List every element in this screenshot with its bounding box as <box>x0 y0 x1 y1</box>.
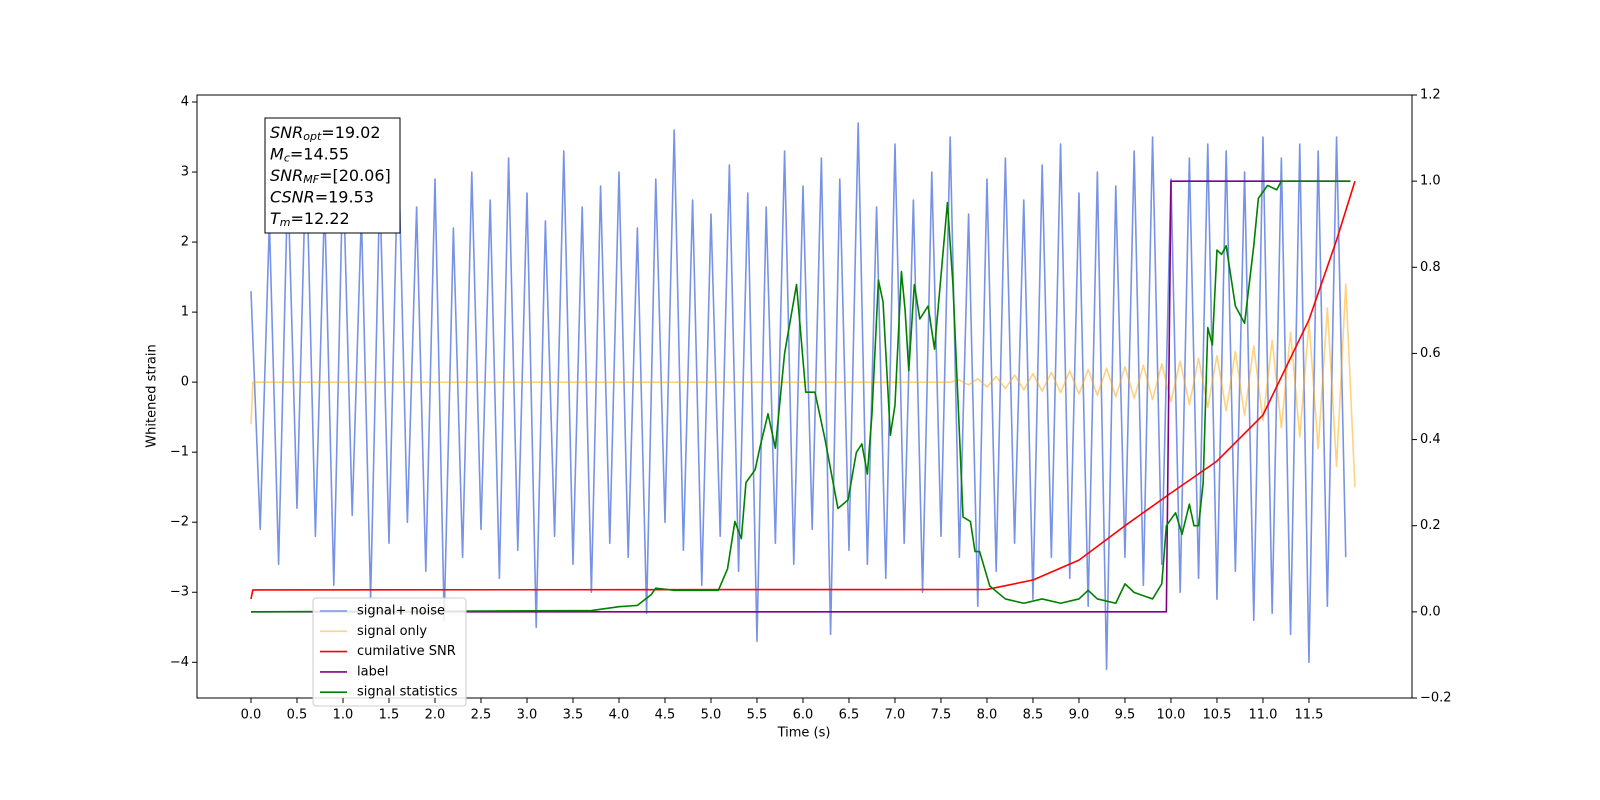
annotation-line: CSNR=19.53 <box>270 187 374 206</box>
y-tick-label: 2 <box>181 235 189 250</box>
annotation-subscript: MF <box>303 173 319 186</box>
x-tick-label: 2.0 <box>425 708 446 723</box>
x-tick-label: 5.5 <box>747 708 768 723</box>
x-tick-label: 7.5 <box>931 708 952 723</box>
annotation-value: =19.02 <box>321 123 380 142</box>
legend: signal+ noise signal only cumilative SNR la… <box>312 597 467 707</box>
y-tick-label: 4 <box>181 95 189 110</box>
x-tick-label: 10.5 <box>1202 708 1231 723</box>
plot-area <box>250 122 1356 671</box>
y2-tick-label: 0.2 <box>1420 518 1441 533</box>
y-tick-label: 1 <box>181 305 189 320</box>
y-tick-label: −3 <box>170 585 189 600</box>
series-line <box>251 180 1351 613</box>
y-axis-label: Whitened strain <box>145 344 160 447</box>
y2-tick-label: −0.2 <box>1420 691 1452 706</box>
series-line <box>250 122 1347 671</box>
x-tick-label: 9.5 <box>1115 708 1136 723</box>
annotation-symbol: SNR <box>270 123 303 142</box>
legend-label: signal only <box>357 624 427 639</box>
series-line <box>250 180 1351 613</box>
x-tick-label: 1.5 <box>379 708 400 723</box>
legend-label: label <box>357 664 388 679</box>
x-tick-label: 0.0 <box>241 708 262 723</box>
y2-tick-label: 0.6 <box>1420 346 1441 361</box>
annotation-line: Mc=14.55 <box>270 144 349 165</box>
y2-tick-label: 1.0 <box>1420 174 1441 189</box>
series-line <box>250 283 1356 488</box>
annotation-symbol: T <box>270 209 281 228</box>
x-tick-label: 11.5 <box>1294 708 1323 723</box>
x-tick-label: 10.0 <box>1156 708 1185 723</box>
x-tick-label: 3.5 <box>563 708 584 723</box>
annotation-value: =[20.06] <box>319 166 391 185</box>
x-tick-label: 2.5 <box>471 708 492 723</box>
legend-frame <box>312 597 467 707</box>
x-tick-label: 11.0 <box>1248 708 1277 723</box>
annotation-subscript: m <box>280 216 291 229</box>
legend-label: signal statistics <box>357 685 458 700</box>
annotation-line: SNRopt=19.02 <box>270 123 381 144</box>
annotation-value: =19.53 <box>315 187 374 206</box>
x-tick-label: 8.0 <box>977 708 998 723</box>
y-tick-label: −4 <box>170 655 189 670</box>
x-tick-label: 9.0 <box>1069 708 1090 723</box>
annotation-subscript: opt <box>303 130 322 143</box>
x-tick-label: 4.0 <box>609 708 630 723</box>
legend-label: signal+ noise <box>357 604 445 619</box>
annotation-symbol: SNR <box>270 166 303 185</box>
y2-tick-label: 0.0 <box>1420 604 1441 619</box>
legend-label: cumilative SNR <box>357 644 456 659</box>
x-tick-label: 1.0 <box>333 708 354 723</box>
axes-frame <box>196 94 1413 699</box>
y2-tick-label: 0.8 <box>1420 260 1441 275</box>
x-tick-label: 6.5 <box>839 708 860 723</box>
y-tick-label: −1 <box>170 445 189 460</box>
x-tick-label: 4.5 <box>655 708 676 723</box>
x-tick-label: 7.0 <box>885 708 906 723</box>
annotation-frame <box>264 117 401 234</box>
annotation-subscript: c <box>284 152 290 165</box>
annotation-symbol: M <box>270 144 284 163</box>
series-line <box>250 180 1356 600</box>
x-tick-label: 5.0 <box>701 708 722 723</box>
x-tick-label: 8.5 <box>1023 708 1044 723</box>
annotation-value: =14.55 <box>290 144 349 163</box>
x-tick-label: 3.0 <box>517 708 538 723</box>
x-tick-label: 6.0 <box>793 708 814 723</box>
x-tick-label: 0.5 <box>287 708 308 723</box>
y2-tick-label: 1.2 <box>1420 88 1441 103</box>
annotation-line: Tm=12.22 <box>270 209 350 230</box>
y-tick-label: −2 <box>170 515 189 530</box>
y2-tick-label: 0.4 <box>1420 432 1441 447</box>
y-tick-label: 0 <box>181 375 189 390</box>
annotation-box: SNRopt=19.02Mc=14.55SNRMF=[20.06]CSNR=19… <box>264 117 401 234</box>
y-tick-label: 3 <box>181 165 189 180</box>
annotation-value: =12.22 <box>291 209 350 228</box>
x-axis-label: Time (s) <box>777 726 831 741</box>
annotation-symbol: CSNR <box>270 187 315 206</box>
annotation-line: SNRMF=[20.06] <box>270 166 391 187</box>
